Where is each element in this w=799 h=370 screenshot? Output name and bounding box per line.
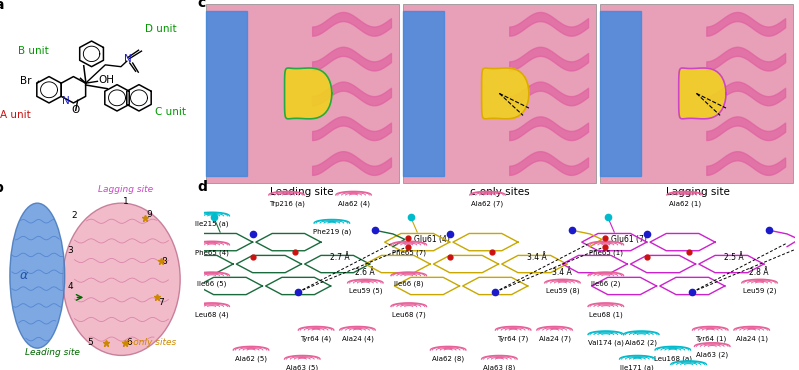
Text: Tyr64 (7): Tyr64 (7) xyxy=(498,335,529,342)
Text: Leu168 (a): Leu168 (a) xyxy=(654,355,692,361)
Polygon shape xyxy=(205,11,247,176)
Text: Lagging site: Lagging site xyxy=(97,185,153,194)
FancyBboxPatch shape xyxy=(205,4,399,183)
Text: 7: 7 xyxy=(157,298,164,307)
Text: N: N xyxy=(62,95,70,105)
Text: Lagging site: Lagging site xyxy=(666,187,729,197)
Text: OH: OH xyxy=(98,75,114,85)
Polygon shape xyxy=(678,68,726,119)
Text: Glu61 (4): Glu61 (4) xyxy=(414,235,450,244)
Text: Ala24 (4): Ala24 (4) xyxy=(341,335,373,342)
Text: N: N xyxy=(124,54,132,64)
Text: Glu61 (7): Glu61 (7) xyxy=(610,235,646,244)
Text: 6: 6 xyxy=(126,338,132,347)
Text: 8: 8 xyxy=(161,257,167,266)
Text: b: b xyxy=(0,181,4,195)
FancyBboxPatch shape xyxy=(403,4,596,183)
Polygon shape xyxy=(600,11,642,176)
Text: Leading site: Leading site xyxy=(269,187,333,197)
FancyBboxPatch shape xyxy=(600,4,793,183)
Polygon shape xyxy=(482,68,529,119)
Text: Trp216 (a): Trp216 (a) xyxy=(268,200,304,206)
Text: Ile171 (a): Ile171 (a) xyxy=(621,364,654,370)
Text: D unit: D unit xyxy=(145,24,177,34)
Text: c-only sites: c-only sites xyxy=(470,187,529,197)
Text: Phe219 (a): Phe219 (a) xyxy=(312,228,351,235)
Text: 3: 3 xyxy=(68,246,74,255)
Text: Ile66 (5): Ile66 (5) xyxy=(197,281,226,287)
Text: 2.8 Å: 2.8 Å xyxy=(749,268,769,277)
Text: c-only sites: c-only sites xyxy=(125,337,177,347)
Text: Ala62 (7): Ala62 (7) xyxy=(471,200,503,206)
Ellipse shape xyxy=(10,203,65,348)
Text: 2.6 Å: 2.6 Å xyxy=(355,268,375,277)
Text: Ala62 (5): Ala62 (5) xyxy=(235,355,267,361)
Text: a: a xyxy=(0,0,4,12)
Text: Ala62 (4): Ala62 (4) xyxy=(337,200,369,206)
Text: Ala24 (1): Ala24 (1) xyxy=(736,335,768,342)
Text: Ala62 (8): Ala62 (8) xyxy=(432,355,464,361)
Text: Phe65 (4): Phe65 (4) xyxy=(195,250,229,256)
Text: 9: 9 xyxy=(146,209,152,219)
Text: Ala62 (2): Ala62 (2) xyxy=(626,340,658,346)
Text: C unit: C unit xyxy=(155,107,186,117)
Text: Leu59 (2): Leu59 (2) xyxy=(743,288,777,295)
Text: 3.4 Å: 3.4 Å xyxy=(527,253,547,262)
Text: Ile215 (a): Ile215 (a) xyxy=(195,221,229,228)
Polygon shape xyxy=(403,11,444,176)
Text: Ile66 (2): Ile66 (2) xyxy=(591,281,621,287)
Text: 4: 4 xyxy=(68,282,74,291)
Text: A unit: A unit xyxy=(0,110,31,120)
Text: Val174 (a): Val174 (a) xyxy=(588,340,624,346)
Text: O: O xyxy=(72,105,80,115)
Text: Phe65 (1): Phe65 (1) xyxy=(589,250,622,256)
Text: Leu59 (5): Leu59 (5) xyxy=(348,288,382,295)
Text: Ala63 (8): Ala63 (8) xyxy=(483,364,515,370)
Text: 2: 2 xyxy=(72,211,78,220)
Text: Ala63 (5): Ala63 (5) xyxy=(286,364,318,370)
Ellipse shape xyxy=(62,203,181,356)
Text: α: α xyxy=(19,269,28,282)
Text: Leu59 (8): Leu59 (8) xyxy=(546,288,579,295)
Text: Tyr64 (4): Tyr64 (4) xyxy=(300,335,332,342)
Polygon shape xyxy=(284,68,332,119)
Text: Leu68 (1): Leu68 (1) xyxy=(589,312,622,318)
Text: d: d xyxy=(198,179,208,194)
Text: 1: 1 xyxy=(122,197,128,206)
Text: Leu68 (7): Leu68 (7) xyxy=(392,312,426,318)
Text: Ala63 (2): Ala63 (2) xyxy=(696,352,729,358)
Text: Ala24 (7): Ala24 (7) xyxy=(539,335,570,342)
Text: c: c xyxy=(198,0,206,10)
Text: Ala62 (1): Ala62 (1) xyxy=(669,200,701,206)
Text: 2.5 Å: 2.5 Å xyxy=(724,253,744,262)
Text: 3.4 Å: 3.4 Å xyxy=(552,268,572,277)
Text: Br: Br xyxy=(21,76,32,86)
Text: Leading site: Leading site xyxy=(26,349,81,357)
Text: Ile66 (8): Ile66 (8) xyxy=(394,281,423,287)
Text: 5: 5 xyxy=(87,338,93,347)
Text: B unit: B unit xyxy=(18,46,49,56)
Text: Tyr64 (1): Tyr64 (1) xyxy=(694,335,725,342)
Text: Leu68 (4): Leu68 (4) xyxy=(195,312,229,318)
Text: 2.7 Å: 2.7 Å xyxy=(330,253,349,262)
Text: Phe65 (7): Phe65 (7) xyxy=(392,250,426,256)
